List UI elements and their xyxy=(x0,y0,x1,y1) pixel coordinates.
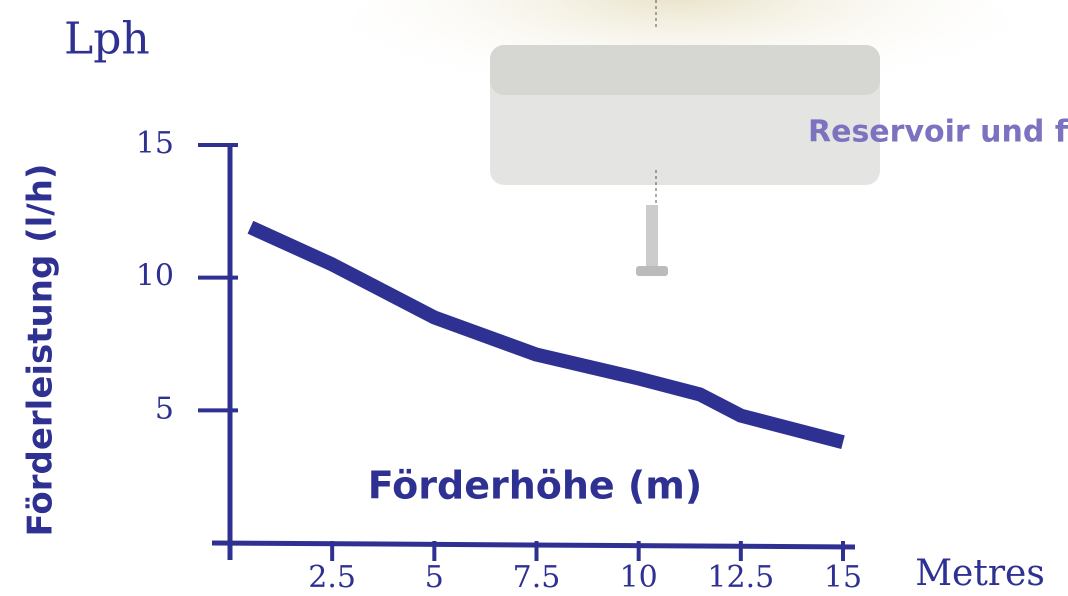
y-tick-label: 15 xyxy=(136,126,174,161)
x-tick-label: 2.5 xyxy=(308,560,356,595)
y-axis-label: Förderleistung (l/h) xyxy=(21,164,61,537)
data-line xyxy=(247,220,845,449)
x-tick-label: 12.5 xyxy=(707,560,774,595)
annotation: Reservoir und fi xyxy=(808,115,1068,150)
x-axis xyxy=(211,540,856,550)
reservoir-picture xyxy=(350,0,1010,276)
x-tick-label: 7.5 xyxy=(513,560,561,595)
y-tick-label: 10 xyxy=(136,259,174,294)
x-axis-label: Metres xyxy=(915,553,1045,594)
x-tick-label: 5 xyxy=(425,560,444,595)
unit-title: Lph xyxy=(64,14,150,65)
y-tick-label: 5 xyxy=(155,391,174,426)
x-tick-label: 10 xyxy=(620,560,658,595)
x-tick-label: 15 xyxy=(824,560,862,595)
annotation: Förderhöhe (m) xyxy=(368,464,703,508)
